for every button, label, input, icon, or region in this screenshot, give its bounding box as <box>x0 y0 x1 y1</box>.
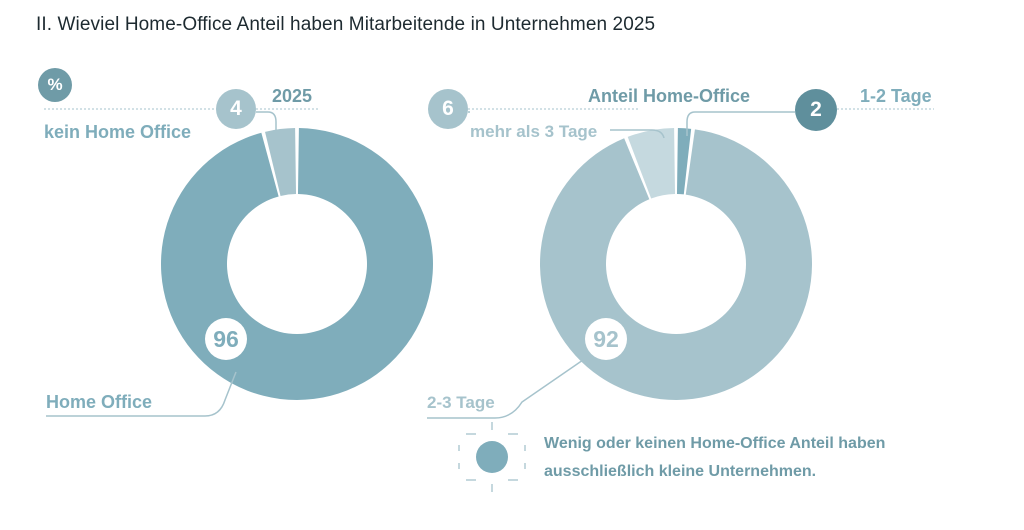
value-bubble-6: 6 <box>428 89 468 129</box>
value-bubble-2: 2 <box>795 89 837 131</box>
value-bubble-92: 92 <box>585 318 627 360</box>
donut-chart-home-office-share <box>540 128 813 400</box>
footnote: Wenig oder keinen Home-Office Anteil hab… <box>544 430 885 486</box>
leader-96 <box>46 371 237 417</box>
slice-mehr-als-3-tage <box>627 128 676 199</box>
chart-title: II. Wieviel Home-Office Anteil haben Mit… <box>36 14 656 35</box>
slice-kein-home-office <box>265 128 297 196</box>
value-bubble-96: 96 <box>205 318 247 360</box>
footnote-line-2: ausschließlich kleine Unternehmen. <box>544 463 817 480</box>
footnote-line-1: Wenig oder keinen Home-Office Anteil hab… <box>544 435 886 452</box>
value-bubble-4: 4 <box>216 89 256 129</box>
chart2-title: Anteil Home-Office <box>588 86 751 106</box>
leader-92 <box>427 359 584 419</box>
leader-4 <box>256 111 277 136</box>
leader-6 <box>468 111 665 139</box>
label-home-office: Home Office <box>46 392 153 412</box>
label-kein-home-office: kein Home Office <box>44 122 192 142</box>
leader-2 <box>686 111 795 136</box>
percent-badge: % <box>38 68 72 102</box>
chart1-title: 2025 <box>272 86 313 106</box>
slice-1-2-tage <box>676 128 692 195</box>
sun-icon <box>458 422 526 492</box>
sun-core <box>476 441 508 473</box>
label-1-2-tage: 1-2 Tage <box>860 86 932 106</box>
label-mehr-als-3-tage: mehr als 3 Tage <box>470 122 598 141</box>
slice-2-3-tage <box>540 129 813 400</box>
donut-chart-2025 <box>160 128 433 401</box>
slice-home-office <box>160 128 433 401</box>
leader-lines <box>44 108 934 419</box>
label-2-3-tage: 2-3 Tage <box>427 393 495 412</box>
